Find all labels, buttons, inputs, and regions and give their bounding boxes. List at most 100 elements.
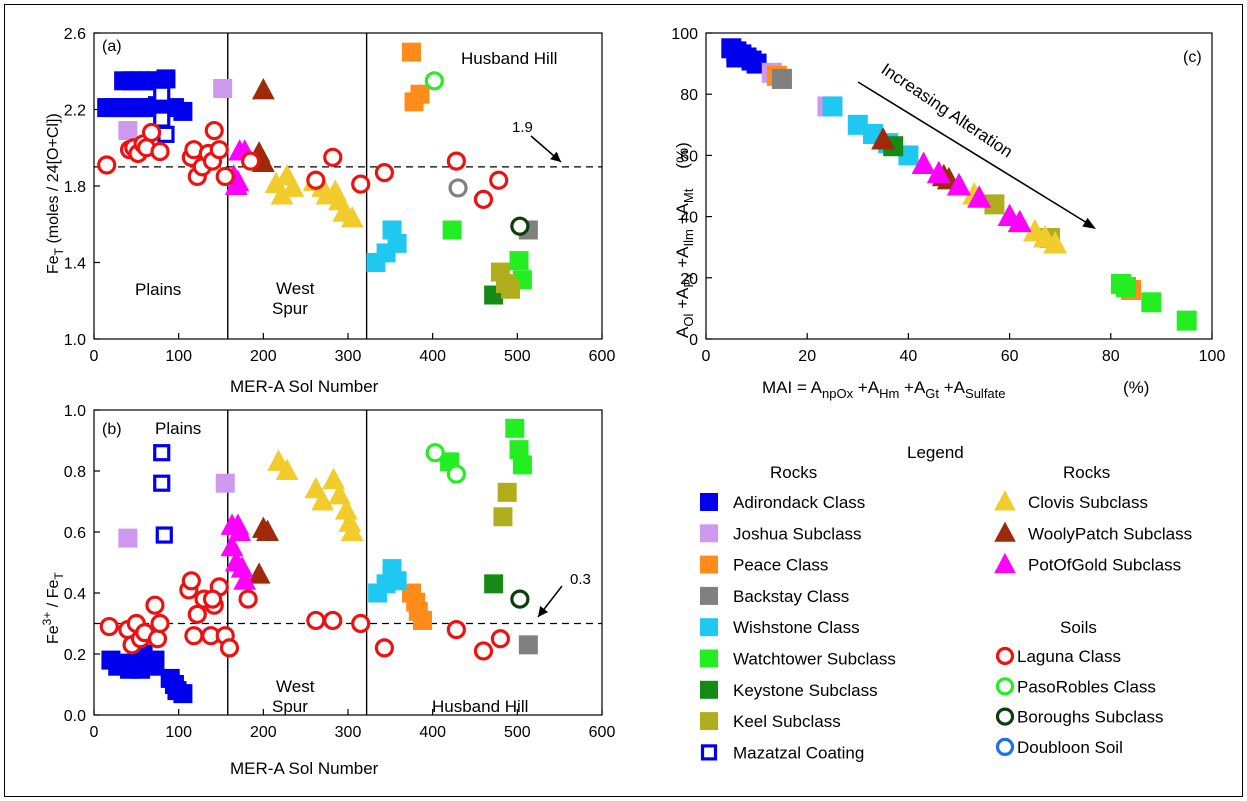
data-point-wishstone bbox=[898, 145, 919, 166]
legend-marker-clovis bbox=[994, 490, 1016, 511]
data-point-wishstone bbox=[387, 571, 407, 591]
panel-b-x-axis-label: MER-A Sol Number bbox=[230, 759, 379, 778]
panel-a-region-husband-hill: Husband Hill bbox=[461, 49, 557, 68]
data-point-adirondack bbox=[173, 101, 193, 121]
panel-c-ylabel-5: Ilm bbox=[681, 229, 696, 246]
legend-rock-label-keystone: Keystone Subclass bbox=[733, 681, 878, 700]
x-tick-label: 200 bbox=[250, 724, 277, 741]
data-point-potofgold bbox=[911, 151, 936, 175]
panel-c-xlabel-0: MAI = A bbox=[762, 378, 823, 397]
x-tick-label: 20 bbox=[798, 348, 816, 365]
data-point-clovis bbox=[270, 183, 294, 205]
legend-marker-doubloon bbox=[995, 737, 1015, 757]
data-point-laguna bbox=[473, 189, 494, 209]
y-tick-label: 1.8 bbox=[64, 179, 86, 196]
data-point-boroughs bbox=[510, 216, 530, 236]
panel-a-region-west: West bbox=[276, 279, 315, 298]
x-tick-label: 0 bbox=[90, 348, 99, 365]
x-tick-label: 400 bbox=[419, 724, 446, 741]
x-tick-label: 100 bbox=[165, 724, 192, 741]
x-tick-label: 100 bbox=[165, 348, 192, 365]
legend-rock-label-backstay: Backstay Class bbox=[733, 587, 849, 606]
y-tick-label: 0 bbox=[689, 332, 698, 349]
panel-b-y-axis-label: Fe3+ / FeT bbox=[40, 572, 66, 644]
data-point-keel bbox=[497, 482, 517, 502]
legend-marker-potofgold bbox=[994, 552, 1016, 574]
data-point-laguna bbox=[238, 589, 258, 609]
data-point-clovis bbox=[322, 467, 346, 490]
panel-c-xlabel-7: Sulfate bbox=[965, 386, 1005, 401]
data-point-laguna bbox=[374, 638, 395, 658]
panel-b-refline-label: 0.3 bbox=[570, 571, 591, 588]
legend-marker-wooly bbox=[994, 521, 1016, 542]
legend-marker-keystone bbox=[700, 680, 718, 699]
x-tick-label: 300 bbox=[335, 724, 362, 741]
legend-marker-mazatzal bbox=[700, 744, 718, 761]
data-point-clovis bbox=[340, 206, 364, 228]
data-point-clovis bbox=[311, 489, 334, 511]
y-tick-label: 80 bbox=[680, 87, 698, 104]
reference-arrow-head bbox=[538, 606, 549, 617]
panel-c-xlabel-1: npOx bbox=[822, 386, 854, 401]
panel-c-xlabel-6: +A bbox=[939, 378, 966, 397]
data-point-mazatzal bbox=[153, 110, 171, 128]
y-tick-label: 0.8 bbox=[64, 464, 86, 481]
panel-b-ylabel-sub: T bbox=[52, 572, 66, 580]
legend-marker-adirondack bbox=[700, 493, 718, 511]
y-tick-label: 1.0 bbox=[64, 403, 86, 420]
panel-b-region-husband-hill: Husband Hill bbox=[432, 697, 528, 716]
y-tick-label: 60 bbox=[680, 148, 698, 165]
data-point-watchtower bbox=[1176, 310, 1197, 331]
data-point-clovis bbox=[1043, 231, 1068, 254]
data-point-joshua bbox=[213, 78, 233, 98]
data-point-laguna bbox=[490, 629, 510, 649]
data-point-potofgold bbox=[224, 173, 248, 195]
data-point-watchtower bbox=[509, 251, 529, 271]
x-tick-label: 80 bbox=[1102, 348, 1120, 365]
panel-c-plot-frame bbox=[705, 32, 1213, 340]
data-point-mazatzal bbox=[153, 85, 171, 103]
data-point-mazatzal bbox=[153, 444, 171, 462]
data-point-laguna bbox=[446, 151, 466, 171]
panel-c: (c) Increasing Alteration MAI = AnpOx +A… bbox=[671, 26, 1225, 401]
legend-marker-joshua bbox=[700, 524, 718, 543]
data-point-keystone bbox=[484, 574, 504, 594]
legend-rocks-heading-left: Rocks bbox=[770, 463, 817, 482]
legend-marker-keel bbox=[700, 712, 718, 731]
x-tick-label: 40 bbox=[900, 348, 918, 365]
data-point-laguna bbox=[241, 151, 261, 171]
data-point-clovis bbox=[328, 483, 351, 505]
data-point-joshua bbox=[118, 121, 138, 141]
data-point-mazatzal bbox=[155, 526, 173, 544]
panel-c-xlabel-5: Gt bbox=[925, 386, 939, 401]
data-point-potofgold bbox=[926, 160, 951, 184]
data-point-keel bbox=[493, 507, 513, 527]
data-point-mazatzal bbox=[153, 474, 171, 492]
panel-c-ylabel-7: Mt bbox=[681, 188, 696, 203]
panel-c-ylabel-3: Px bbox=[681, 272, 696, 288]
data-point-laguna bbox=[489, 170, 509, 190]
panel-c-ylabel-2: +A bbox=[673, 287, 692, 314]
legend-rocks-heading-right: Rocks bbox=[1063, 463, 1110, 482]
data-point-laguna bbox=[184, 626, 204, 646]
data-point-watchtower bbox=[1141, 292, 1162, 313]
data-point-adirondack bbox=[173, 684, 193, 704]
y-tick-label: 100 bbox=[671, 26, 698, 43]
legend-soil-label-boroughs: Boroughs Subclass bbox=[1017, 708, 1163, 727]
legend-rock-label-peace: Peace Class bbox=[733, 556, 828, 575]
x-tick-label: 500 bbox=[504, 348, 531, 365]
data-point-keel bbox=[501, 279, 521, 299]
panel-a-y-axis-label: FeT (moles / 24[O+Cl]) bbox=[45, 113, 66, 274]
legend-marker-pasorobles bbox=[995, 677, 1015, 696]
y-tick-label: 40 bbox=[680, 210, 698, 227]
y-tick-label: 2.2 bbox=[64, 103, 86, 120]
data-point-keel bbox=[984, 194, 1005, 215]
panel-c-xlabel-2: +A bbox=[853, 378, 880, 397]
data-point-laguna bbox=[446, 619, 466, 640]
panel-c-label: (c) bbox=[1183, 49, 1202, 66]
panel-b-ylabel-rest: / Fe bbox=[45, 580, 62, 612]
data-point-peace bbox=[402, 42, 421, 62]
legend-title: Legend bbox=[907, 443, 964, 462]
data-point-laguna bbox=[141, 122, 162, 143]
panel-a-region-spur: Spur bbox=[272, 299, 308, 318]
